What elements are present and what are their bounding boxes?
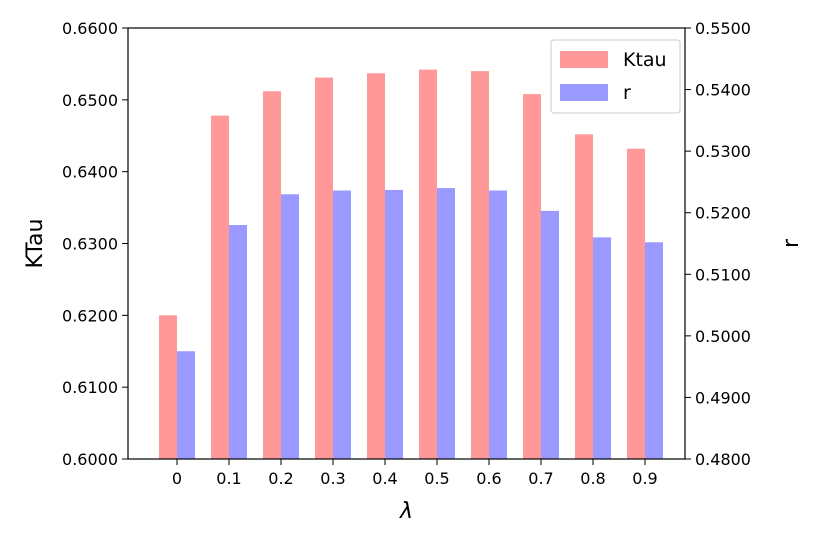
legend-label-r: r bbox=[623, 82, 631, 104]
left-y-axis-title: KTau bbox=[23, 219, 48, 269]
x-tick-label: 0.8 bbox=[580, 469, 605, 488]
bars-layer bbox=[159, 69, 663, 460]
x-tick-label: 0.5 bbox=[424, 469, 449, 488]
bar-ktau-6 bbox=[471, 71, 489, 459]
bar-r-3 bbox=[333, 190, 351, 459]
legend-swatch-ktau bbox=[560, 51, 608, 68]
right-y-tick-label: 0.5200 bbox=[695, 204, 751, 223]
legend: Ktau r bbox=[550, 39, 681, 114]
bar-ktau-8 bbox=[575, 134, 593, 459]
right-y-axis-title: r bbox=[779, 238, 804, 248]
bar-r-9 bbox=[645, 242, 663, 459]
x-tick-label: 0 bbox=[172, 469, 182, 488]
bar-ktau-1 bbox=[211, 115, 229, 460]
legend-label-ktau: Ktau bbox=[623, 49, 667, 71]
x-tick-label: 0.2 bbox=[268, 469, 293, 488]
x-tick-label: 0.7 bbox=[528, 469, 553, 488]
bar-ktau-3 bbox=[315, 77, 333, 459]
x-tick-label: 0.1 bbox=[216, 469, 241, 488]
bar-ktau-0 bbox=[159, 315, 177, 459]
right-y-tick-label: 0.4800 bbox=[695, 450, 751, 469]
left-y-tick-label: 0.6600 bbox=[62, 19, 118, 38]
x-tick-label: 0.3 bbox=[320, 469, 345, 488]
left-y-ticks: 0.6000 0.6100 0.6200 0.6300 0.6400 0.6500 0.66… bbox=[62, 19, 128, 469]
bar-r-2 bbox=[281, 194, 299, 459]
bar-ktau-9 bbox=[627, 148, 645, 459]
x-ticks: 0 0.1 0.2 0.3 0.4 0.5 0.6 0.7 0.8 0.9 bbox=[172, 459, 658, 488]
bar-r-4 bbox=[385, 189, 403, 459]
left-y-tick-label: 0.6300 bbox=[62, 235, 118, 254]
bar-r-0 bbox=[177, 351, 195, 459]
bar-ktau-2 bbox=[263, 91, 281, 460]
right-y-tick-label: 0.4900 bbox=[695, 388, 751, 407]
right-y-tick-label: 0.5300 bbox=[695, 142, 751, 161]
left-y-tick-label: 0.6200 bbox=[62, 306, 118, 325]
bar-ktau-4 bbox=[367, 73, 385, 459]
x-tick-label: 0.4 bbox=[372, 469, 397, 488]
bar-r-7 bbox=[541, 210, 559, 459]
left-y-tick-label: 0.6100 bbox=[62, 378, 118, 397]
bar-r-1 bbox=[229, 225, 247, 459]
bar-r-6 bbox=[489, 190, 507, 459]
left-y-tick-label: 0.6400 bbox=[62, 163, 118, 182]
x-tick-label: 0.9 bbox=[632, 469, 657, 488]
bar-r-8 bbox=[593, 237, 611, 459]
plot-frame bbox=[127, 27, 686, 460]
right-y-tick-label: 0.5100 bbox=[695, 265, 751, 284]
left-y-tick-label: 0.6500 bbox=[62, 91, 118, 110]
legend-swatch-r bbox=[560, 84, 608, 101]
bar-ktau-7 bbox=[523, 94, 541, 459]
bar-ktau-5 bbox=[419, 69, 437, 459]
right-y-ticks: 0.4800 0.4900 0.5000 0.5100 0.5200 0.5300 0.54… bbox=[685, 19, 751, 469]
right-y-tick-label: 0.5500 bbox=[695, 19, 751, 38]
x-tick-label: 0.6 bbox=[476, 469, 501, 488]
left-y-tick-label: 0.6000 bbox=[62, 450, 118, 469]
right-y-tick-label: 0.5400 bbox=[695, 81, 751, 100]
x-axis-title: λ bbox=[399, 499, 413, 524]
right-y-tick-label: 0.5000 bbox=[695, 327, 751, 346]
bar-r-5 bbox=[437, 188, 455, 460]
